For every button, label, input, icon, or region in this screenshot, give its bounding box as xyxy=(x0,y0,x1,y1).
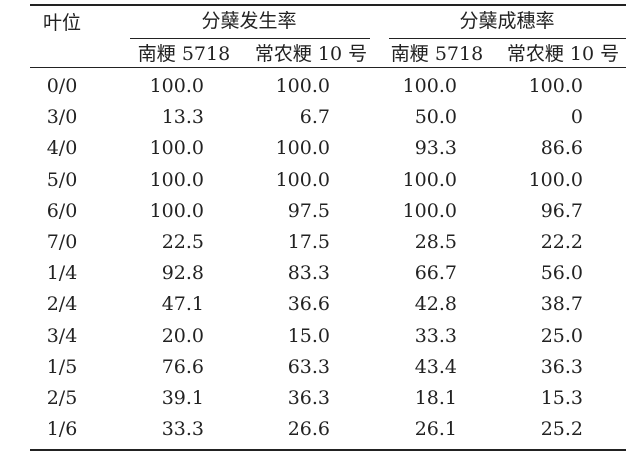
tiller-variety-b-cell: 83.3 xyxy=(287,262,330,284)
leaf-position-cell: 5/0 xyxy=(46,169,78,191)
leaf-position-cell: 4/0 xyxy=(46,137,78,159)
leaf-position-cell: 1/4 xyxy=(46,262,78,284)
panicle-variety-a-cell: 28.5 xyxy=(414,231,457,253)
panicle-variety-a-cell: 100.0 xyxy=(402,75,457,97)
bottom-rule xyxy=(30,449,626,451)
tiller-variety-b-cell: 6.7 xyxy=(299,106,330,128)
tiller-variety-b-cell: 17.5 xyxy=(287,231,330,253)
tiller-variety-b-cell: 100.0 xyxy=(275,169,330,191)
tiller-variety-a-cell: 47.1 xyxy=(161,293,204,315)
tiller-variety-b-cell: 97.5 xyxy=(287,200,330,222)
panicle-variety-b-cell: 100.0 xyxy=(528,75,583,97)
tiller-variety-b-cell: 100.0 xyxy=(275,75,330,97)
panicle-variety-a-cell: 100.0 xyxy=(402,200,457,222)
header-bottom-rule xyxy=(30,67,626,68)
panicle-variety-b-cell: 0 xyxy=(570,106,583,128)
tiller-variety-a-cell: 20.0 xyxy=(161,325,204,347)
tiller-variety-a-cell: 39.1 xyxy=(161,387,204,409)
panicle-variety-a-cell: 93.3 xyxy=(414,137,457,159)
panicle-variety-a-cell: 66.7 xyxy=(414,262,457,284)
panicle-variety-b-cell: 100.0 xyxy=(528,169,583,191)
leaf-position-cell: 7/0 xyxy=(46,231,78,253)
leaf-position-cell: 1/5 xyxy=(46,356,78,378)
panicle-variety-a-cell: 43.4 xyxy=(414,356,457,378)
tiller-variety-a-header: 南粳 5718 xyxy=(137,43,231,65)
tiller-variety-b-header: 常农粳 10 号 xyxy=(254,43,368,65)
tiller-variety-b-cell: 36.6 xyxy=(287,293,330,315)
leaf-position-cell: 2/4 xyxy=(46,293,78,315)
leaf-position-cell: 3/0 xyxy=(46,106,78,128)
tiller-variety-a-cell: 100.0 xyxy=(149,137,204,159)
tiller-variety-a-cell: 100.0 xyxy=(149,169,204,191)
leaf-position-cell: 2/5 xyxy=(46,387,78,409)
panicle-variety-a-cell: 50.0 xyxy=(414,106,457,128)
panicle-variety-b-cell: 22.2 xyxy=(540,231,583,253)
panicle-variety-a-cell: 33.3 xyxy=(414,325,457,347)
panicle-variety-b-cell: 56.0 xyxy=(540,262,583,284)
tiller-variety-a-cell: 22.5 xyxy=(161,231,204,253)
panicle-variety-b-cell: 25.2 xyxy=(540,418,583,440)
tiller-variety-a-cell: 100.0 xyxy=(149,200,204,222)
tiller-variety-b-cell: 36.3 xyxy=(287,387,330,409)
panicle-group-rule xyxy=(389,38,626,39)
panicle-variety-b-cell: 15.3 xyxy=(540,387,583,409)
panicle-variety-b-cell: 38.7 xyxy=(540,293,583,315)
tiller-rate-header: 分蘖发生率 xyxy=(201,10,297,32)
tiller-variety-a-cell: 13.3 xyxy=(161,106,204,128)
tiller-variety-b-cell: 63.3 xyxy=(287,356,330,378)
leaf-position-cell: 0/0 xyxy=(46,75,78,97)
tiller-variety-a-cell: 76.6 xyxy=(161,356,204,378)
top-rule xyxy=(30,4,626,6)
panicle-variety-a-cell: 18.1 xyxy=(414,387,457,409)
tiller-variety-a-cell: 100.0 xyxy=(149,75,204,97)
panicle-variety-a-header: 南粳 5718 xyxy=(390,43,484,65)
panicle-variety-b-cell: 25.0 xyxy=(540,325,583,347)
panicle-variety-b-cell: 86.6 xyxy=(540,137,583,159)
leaf-position-cell: 1/6 xyxy=(46,418,78,440)
tiller-variety-b-cell: 100.0 xyxy=(275,137,330,159)
tiller-variety-b-cell: 15.0 xyxy=(287,325,330,347)
panicle-variety-b-cell: 96.7 xyxy=(540,200,583,222)
leaf-position-cell: 3/4 xyxy=(46,325,78,347)
tiller-variety-a-cell: 33.3 xyxy=(161,418,204,440)
panicle-variety-a-cell: 26.1 xyxy=(414,418,457,440)
leaf-position-header: 叶位 xyxy=(42,12,82,34)
panicle-variety-b-header: 常农粳 10 号 xyxy=(506,43,620,65)
leaf-position-cell: 6/0 xyxy=(46,200,78,222)
tiller-variety-a-cell: 92.8 xyxy=(161,262,204,284)
panicle-variety-a-cell: 42.8 xyxy=(414,293,457,315)
panicle-rate-header: 分蘖成穗率 xyxy=(459,10,555,32)
panicle-variety-b-cell: 36.3 xyxy=(540,356,583,378)
panicle-variety-a-cell: 100.0 xyxy=(402,169,457,191)
tiller-variety-b-cell: 26.6 xyxy=(287,418,330,440)
tiller-group-rule xyxy=(130,38,370,39)
